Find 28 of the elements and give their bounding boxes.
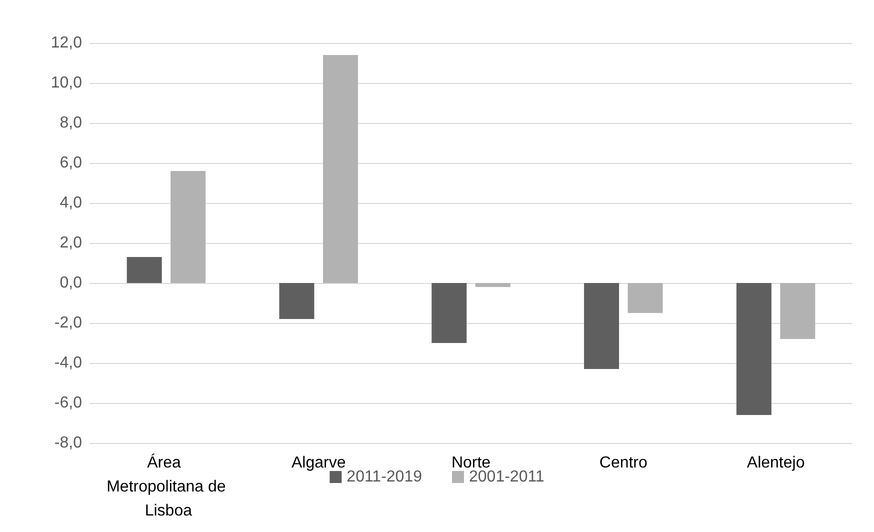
x-tick-label: Alentejo bbox=[746, 454, 805, 472]
bar bbox=[279, 283, 314, 319]
y-tick-label: -6,0 bbox=[54, 394, 82, 412]
y-tick-label: -2,0 bbox=[54, 314, 82, 332]
x-tick-label: Centro bbox=[599, 454, 648, 472]
bar bbox=[780, 283, 816, 339]
y-tick-label: -4,0 bbox=[54, 354, 82, 372]
x-tick-label: Área Metropolitana de Lisboa bbox=[106, 454, 226, 520]
y-tick-label: 2,0 bbox=[60, 234, 82, 252]
bar bbox=[736, 283, 772, 415]
bar bbox=[170, 171, 206, 283]
bar bbox=[475, 283, 510, 287]
bar bbox=[432, 283, 467, 343]
x-tick-label: Algarve bbox=[291, 454, 346, 472]
y-tick-label: 8,0 bbox=[60, 114, 82, 132]
bar bbox=[126, 257, 162, 283]
y-tick-label: 10,0 bbox=[50, 74, 82, 92]
bar bbox=[628, 283, 663, 313]
bar bbox=[584, 283, 620, 369]
legend-label: 2001-2011 bbox=[469, 468, 544, 486]
legend-label: 2011-2019 bbox=[346, 468, 422, 486]
bar bbox=[322, 55, 358, 283]
x-tick-label: Norte bbox=[451, 454, 491, 472]
y-tick-label: 12,0 bbox=[50, 34, 82, 52]
y-tick-label: 6,0 bbox=[60, 154, 82, 172]
y-tick-label: -8,0 bbox=[54, 434, 82, 452]
y-tick-label: 0,0 bbox=[60, 274, 82, 292]
y-tick-label: 4,0 bbox=[60, 194, 82, 212]
